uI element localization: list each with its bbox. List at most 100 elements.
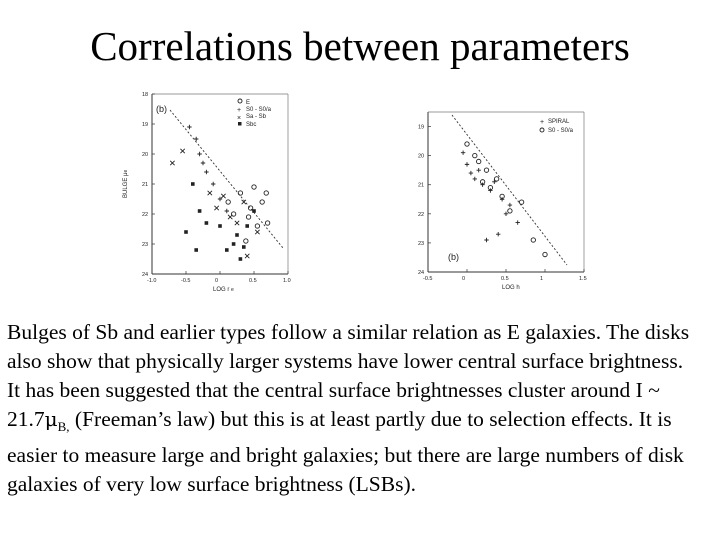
data-point — [231, 242, 236, 246]
x-tick-label: 1 — [540, 276, 543, 282]
x-tick-labels: -0.5 0 0.5 1 1.5 — [423, 269, 587, 282]
y-tick-label: 21 — [418, 183, 424, 189]
y-tick-label: 18 — [142, 92, 148, 98]
x-tick-label: 0.5 — [249, 278, 257, 284]
data-point — [493, 176, 500, 182]
svg-text:+: + — [540, 119, 544, 126]
data-point — [230, 211, 237, 217]
x-tick-label: 0 — [462, 276, 465, 282]
svg-text:+: + — [237, 107, 241, 114]
y-tick-label: 19 — [418, 125, 424, 131]
data-point — [464, 141, 470, 147]
data-point — [472, 176, 477, 182]
y-tick-label: 20 — [418, 154, 424, 160]
data-point — [207, 190, 213, 196]
data-point — [217, 196, 223, 202]
data-points — [460, 141, 548, 258]
svg-text:×: × — [237, 115, 241, 122]
data-point — [211, 181, 216, 187]
legend-sbc: Sbc — [246, 122, 256, 128]
data-point — [542, 251, 548, 258]
data-point — [518, 199, 525, 205]
legend: + SPIRAL S0 - S0/a — [539, 119, 574, 134]
data-point — [468, 170, 474, 176]
data-point — [460, 150, 466, 155]
regression-line — [169, 109, 284, 249]
data-point — [476, 158, 482, 165]
data-point — [251, 184, 257, 190]
mu-subscript: B, — [57, 419, 70, 434]
data-point — [499, 197, 505, 202]
y-axis-label: BULGE μe — [123, 170, 129, 198]
data-point — [252, 209, 256, 213]
x-tick-label: -0.5 — [181, 278, 190, 284]
y-tick-label: 19 — [142, 122, 148, 128]
x-tick-label: 1.0 — [283, 278, 291, 284]
data-point — [487, 184, 494, 191]
legend-s0: S0 - S0/a — [548, 128, 574, 134]
data-point — [200, 160, 206, 166]
data-point — [247, 205, 254, 211]
legend-sa-sb: Sa - Sb — [246, 114, 267, 120]
data-point — [194, 136, 199, 142]
legend-s0: S0 - S0/a — [246, 107, 272, 113]
data-point — [496, 231, 501, 237]
paragraph-1: Bulges of Sb and earlier types follow a … — [7, 320, 690, 373]
y-tick-label: 21 — [142, 182, 148, 188]
data-point — [479, 179, 486, 185]
bulge-scatter-plot: (b) E + S0 - S0/a × Sa - Sb Sbc 18 19 20 21… — [118, 88, 298, 293]
legend-e: E — [246, 100, 250, 106]
x-tick-label: -1.0 — [147, 278, 156, 284]
data-point — [235, 233, 239, 237]
data-point — [472, 152, 478, 159]
data-points — [169, 124, 271, 261]
data-point — [244, 253, 250, 259]
data-point — [197, 151, 202, 157]
mu-symbol: μ — [44, 407, 58, 431]
x-axis-label: LOG h — [502, 285, 520, 291]
x-tick-label: 0 — [215, 278, 218, 284]
data-point — [243, 238, 249, 244]
data-point — [484, 237, 489, 243]
y-tick-label: 22 — [418, 212, 424, 218]
data-point — [492, 179, 497, 185]
panel-label: (b) — [448, 252, 459, 262]
paragraph-2-start: It has been suggested that the central s… — [7, 378, 660, 431]
data-point — [245, 214, 252, 220]
data-point — [234, 220, 240, 226]
data-point — [180, 148, 186, 154]
y-tick-labels: 19 20 21 22 23 24 — [418, 125, 431, 276]
data-point — [238, 257, 243, 261]
data-point — [464, 162, 470, 167]
data-point — [507, 208, 513, 214]
y-tick-label: 20 — [142, 152, 148, 158]
data-point — [476, 167, 481, 173]
data-point — [237, 190, 244, 196]
data-point — [263, 190, 269, 196]
data-point — [499, 193, 505, 200]
data-point — [184, 230, 188, 234]
slide-title: Correlations between parameters — [90, 23, 630, 69]
x-tick-label: 1.5 — [579, 276, 587, 282]
data-point — [264, 220, 271, 226]
y-tick-label: 23 — [142, 242, 148, 248]
data-point — [225, 199, 231, 205]
data-point — [488, 188, 493, 193]
data-point — [503, 211, 509, 217]
paragraph-2-end: (Freeman’s law) but this is at least par… — [7, 407, 684, 496]
data-point — [242, 245, 246, 249]
legend-spiral: SPIRAL — [548, 119, 570, 125]
data-point — [515, 220, 520, 225]
data-point — [220, 193, 226, 199]
data-point — [194, 248, 198, 252]
y-tick-label: 23 — [418, 241, 424, 247]
data-point — [259, 199, 265, 205]
data-point — [187, 124, 192, 130]
data-point — [191, 182, 195, 186]
data-point — [245, 224, 249, 228]
y-tick-labels: 18 19 20 21 22 23 24 — [142, 92, 155, 278]
paragraph-2: It has been suggested that the central s… — [7, 376, 717, 499]
slide-body-text: Bulges of Sb and earlier types follow a … — [7, 318, 717, 499]
data-point — [197, 209, 202, 213]
y-tick-label: 24 — [418, 270, 424, 276]
